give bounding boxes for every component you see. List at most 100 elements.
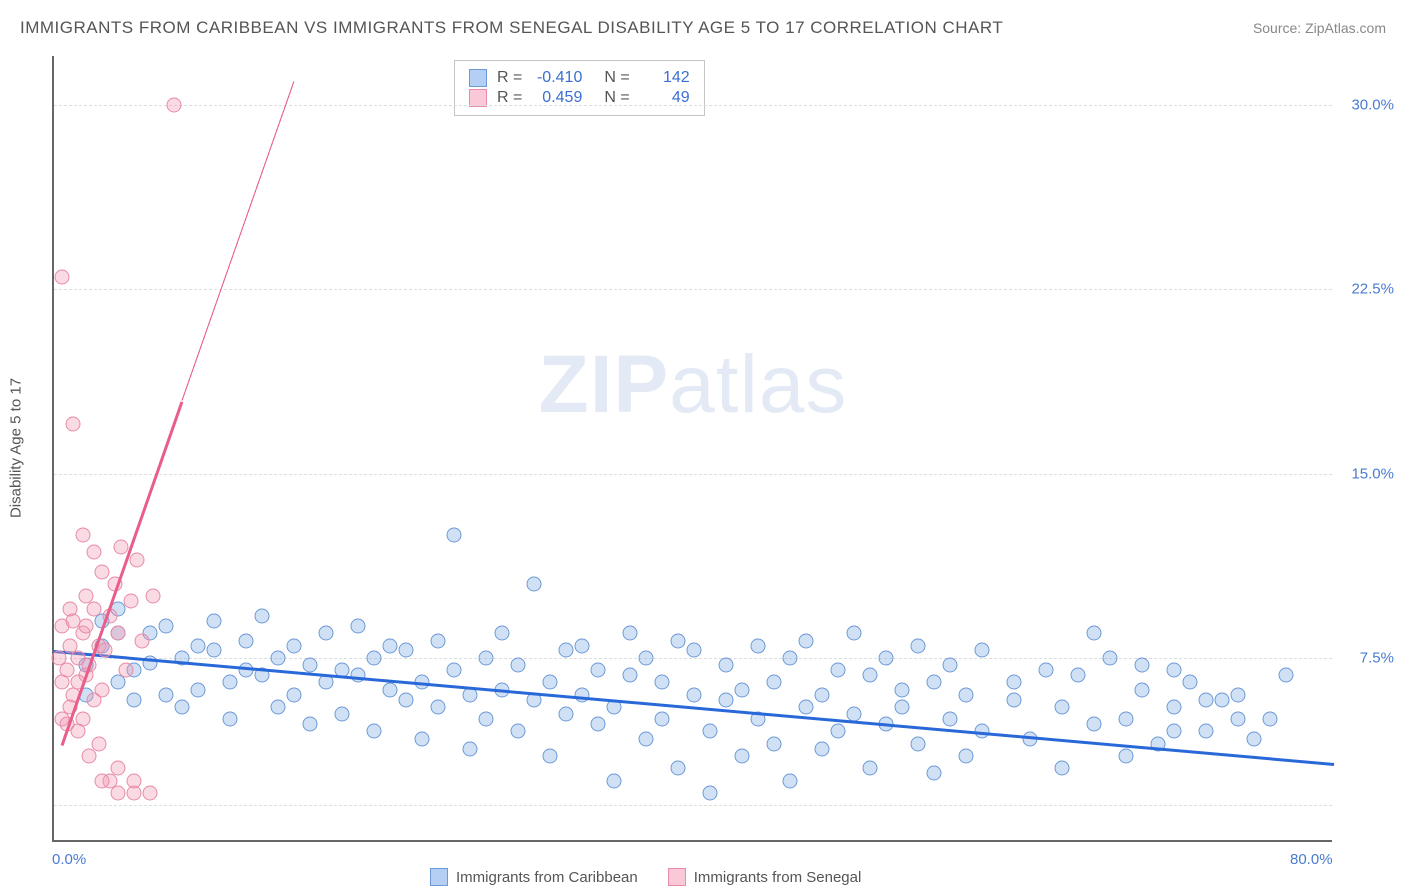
data-point [671, 633, 686, 648]
y-tick-label: 15.0% [1351, 465, 1394, 482]
data-point [87, 545, 102, 560]
data-point [51, 650, 66, 665]
data-point [447, 663, 462, 678]
data-point [239, 633, 254, 648]
data-point [1007, 675, 1022, 690]
data-point [415, 731, 430, 746]
x-tick-label: 80.0% [1290, 851, 1333, 868]
data-point [751, 638, 766, 653]
data-point [895, 682, 910, 697]
data-point [959, 749, 974, 764]
data-point [671, 761, 686, 776]
data-point [703, 724, 718, 739]
data-point [271, 650, 286, 665]
data-point [735, 682, 750, 697]
data-point [719, 658, 734, 673]
data-point [463, 741, 478, 756]
data-point [143, 785, 158, 800]
data-point [111, 761, 126, 776]
data-point [447, 527, 462, 542]
bottom-legend: Immigrants from Caribbean Immigrants from… [430, 868, 861, 886]
gridline [54, 289, 1332, 290]
data-point [223, 675, 238, 690]
data-point [639, 731, 654, 746]
data-point [167, 98, 182, 113]
stat-r-value: -0.410 [532, 69, 582, 87]
data-point [1231, 687, 1246, 702]
data-point [543, 675, 558, 690]
data-point [783, 773, 798, 788]
data-point [98, 643, 113, 658]
data-point [303, 717, 318, 732]
data-point [1135, 682, 1150, 697]
data-point [135, 633, 150, 648]
legend-item: Immigrants from Senegal [668, 868, 862, 886]
data-point [895, 699, 910, 714]
data-point [943, 658, 958, 673]
data-point [95, 682, 110, 697]
data-point [1167, 663, 1182, 678]
data-point [927, 766, 942, 781]
data-point [815, 741, 830, 756]
data-point [623, 667, 638, 682]
data-point [911, 736, 926, 751]
data-point [1135, 658, 1150, 673]
data-point [123, 594, 138, 609]
data-point [303, 658, 318, 673]
data-point [1007, 692, 1022, 707]
data-point [479, 650, 494, 665]
stat-n-value: 142 [640, 69, 690, 87]
data-point [1039, 663, 1054, 678]
data-point [66, 417, 81, 432]
data-point [591, 663, 606, 678]
data-point [87, 601, 102, 616]
data-point [975, 643, 990, 658]
data-point [1199, 692, 1214, 707]
data-point [703, 785, 718, 800]
data-point [543, 749, 558, 764]
data-point [1119, 712, 1134, 727]
data-point [879, 650, 894, 665]
data-point [687, 687, 702, 702]
data-point [815, 687, 830, 702]
data-point [1263, 712, 1278, 727]
gridline [54, 474, 1332, 475]
data-point [1183, 675, 1198, 690]
data-point [207, 613, 222, 628]
legend-swatch [430, 868, 448, 886]
data-point [383, 638, 398, 653]
data-point [1231, 712, 1246, 727]
data-point [767, 736, 782, 751]
legend-label: Immigrants from Senegal [694, 869, 862, 886]
data-point [511, 658, 526, 673]
data-point [255, 609, 270, 624]
data-point [1167, 724, 1182, 739]
data-point [91, 736, 106, 751]
data-point [207, 643, 222, 658]
data-point [191, 682, 206, 697]
x-tick-label: 0.0% [52, 851, 86, 868]
data-point [623, 626, 638, 641]
gridline [54, 805, 1332, 806]
data-point [319, 626, 334, 641]
watermark: ZIPatlas [539, 338, 848, 432]
data-point [799, 699, 814, 714]
gridline [54, 105, 1332, 106]
data-point [511, 724, 526, 739]
data-point [223, 712, 238, 727]
data-point [1087, 626, 1102, 641]
data-point [863, 761, 878, 776]
data-point [383, 682, 398, 697]
data-point [55, 618, 70, 633]
legend-label: Immigrants from Caribbean [456, 869, 638, 886]
legend-item: Immigrants from Caribbean [430, 868, 638, 886]
data-point [127, 692, 142, 707]
data-point [575, 638, 590, 653]
data-point [111, 785, 126, 800]
data-point [111, 626, 126, 641]
data-point [719, 692, 734, 707]
data-point [639, 650, 654, 665]
y-tick-label: 7.5% [1360, 649, 1394, 666]
data-point [831, 724, 846, 739]
data-point [159, 618, 174, 633]
